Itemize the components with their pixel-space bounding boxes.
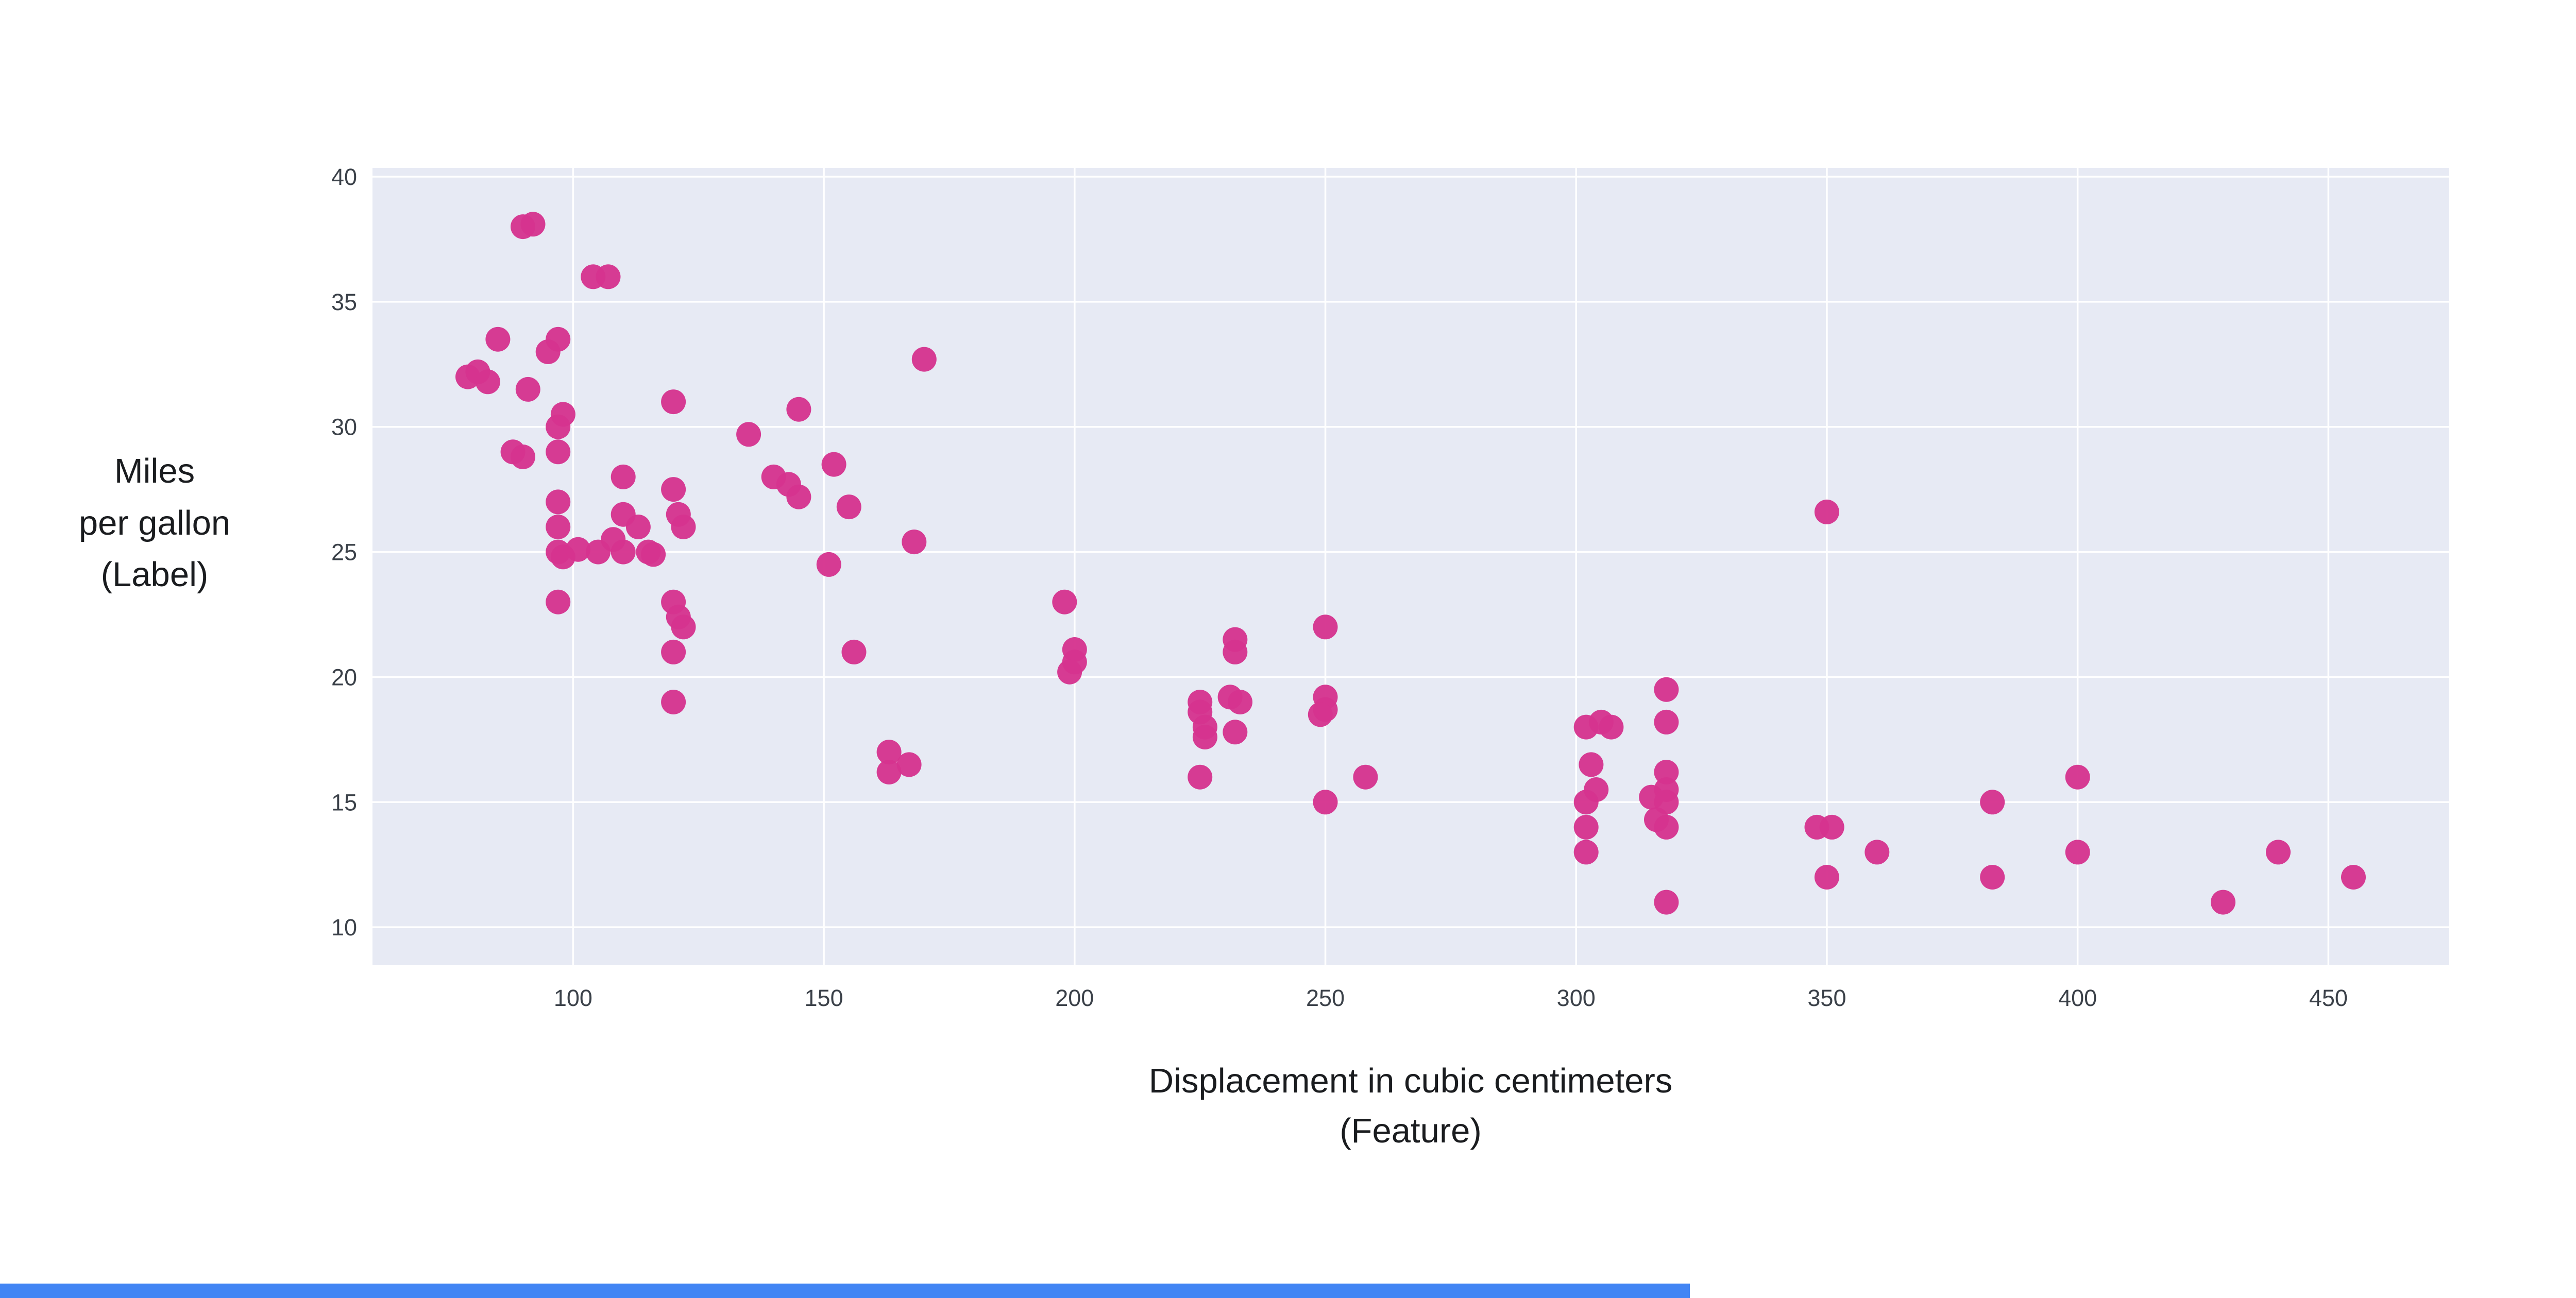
data-point — [841, 639, 867, 664]
data-point — [1573, 840, 1599, 865]
data-point — [1654, 709, 1679, 735]
data-point — [876, 760, 902, 784]
y-tick-label: 35 — [331, 289, 357, 315]
data-point — [1057, 659, 1082, 685]
data-point — [611, 539, 636, 565]
x-tick-label: 350 — [1807, 985, 1846, 1011]
data-point — [816, 552, 841, 577]
data-point — [1573, 714, 1599, 740]
data-point — [1980, 865, 2005, 890]
y-tick-label: 40 — [331, 164, 357, 190]
data-point — [661, 477, 686, 502]
data-point — [1980, 790, 2005, 815]
data-point — [2065, 840, 2090, 865]
data-point — [475, 369, 500, 395]
data-point — [1599, 714, 1624, 740]
x-tick-label: 300 — [1557, 985, 1596, 1011]
data-point — [546, 489, 571, 515]
data-point — [546, 414, 571, 439]
data-point — [641, 542, 666, 567]
data-point — [1192, 725, 1217, 749]
data-point — [2211, 890, 2235, 915]
data-point — [1814, 865, 1839, 890]
data-point — [1228, 690, 1252, 714]
data-point — [786, 484, 811, 509]
data-point — [520, 212, 546, 237]
data-point — [586, 539, 611, 565]
data-point — [625, 515, 651, 539]
x-tick-label: 150 — [805, 985, 843, 1011]
data-point — [911, 347, 937, 372]
data-point — [821, 452, 846, 477]
data-point — [515, 377, 540, 402]
data-point — [896, 752, 922, 777]
plot-background — [372, 168, 2449, 965]
data-point — [611, 464, 636, 489]
data-point — [1814, 499, 1839, 524]
data-point — [671, 614, 696, 640]
x-tick-label: 450 — [2309, 985, 2348, 1011]
data-point — [1313, 614, 1338, 640]
y-tick-label: 10 — [331, 914, 357, 941]
data-point — [2341, 865, 2366, 890]
data-point — [546, 589, 571, 614]
data-point — [1353, 764, 1378, 790]
data-point — [876, 740, 902, 765]
data-point — [1313, 790, 1338, 815]
data-point — [546, 515, 571, 539]
y-axis-title: Miles per gallon (Label) — [78, 452, 231, 594]
y-tick-label: 20 — [331, 664, 357, 690]
data-point — [535, 339, 561, 364]
data-point — [511, 445, 535, 469]
data-point — [1865, 840, 1890, 865]
data-point — [1654, 760, 1679, 784]
data-point — [1654, 814, 1679, 840]
data-point — [1654, 677, 1679, 702]
data-point — [566, 537, 591, 562]
data-point — [485, 327, 511, 352]
y-tick-label: 30 — [331, 414, 357, 440]
x-tick-label: 400 — [2058, 985, 2097, 1011]
data-point — [661, 690, 686, 714]
data-point — [2065, 764, 2090, 790]
data-point — [1052, 589, 1077, 614]
data-point — [546, 439, 571, 465]
data-point — [661, 639, 686, 664]
data-point — [1573, 790, 1599, 815]
y-tick-label: 15 — [331, 789, 357, 815]
data-point — [1819, 814, 1844, 840]
data-point — [786, 397, 811, 422]
data-point — [1223, 720, 1248, 745]
data-point — [902, 530, 927, 555]
x-tick-label: 250 — [1306, 985, 1345, 1011]
data-point — [671, 515, 696, 539]
data-point — [661, 389, 686, 415]
data-point — [596, 264, 621, 289]
data-point — [1573, 814, 1599, 840]
data-point — [1654, 890, 1679, 915]
data-point — [836, 494, 861, 520]
data-point — [2266, 840, 2291, 865]
data-point — [1308, 702, 1333, 727]
data-point — [736, 422, 761, 447]
data-point — [1579, 752, 1604, 777]
bottom-accent-bar — [0, 1284, 1690, 1298]
data-point — [1223, 639, 1248, 664]
x-axis-title: Displacement in cubic centimeters (Featu… — [1148, 1062, 1673, 1151]
x-tick-label: 200 — [1055, 985, 1094, 1011]
data-point — [1188, 764, 1213, 790]
x-tick-label: 100 — [554, 985, 592, 1011]
y-tick-label: 25 — [331, 539, 357, 566]
